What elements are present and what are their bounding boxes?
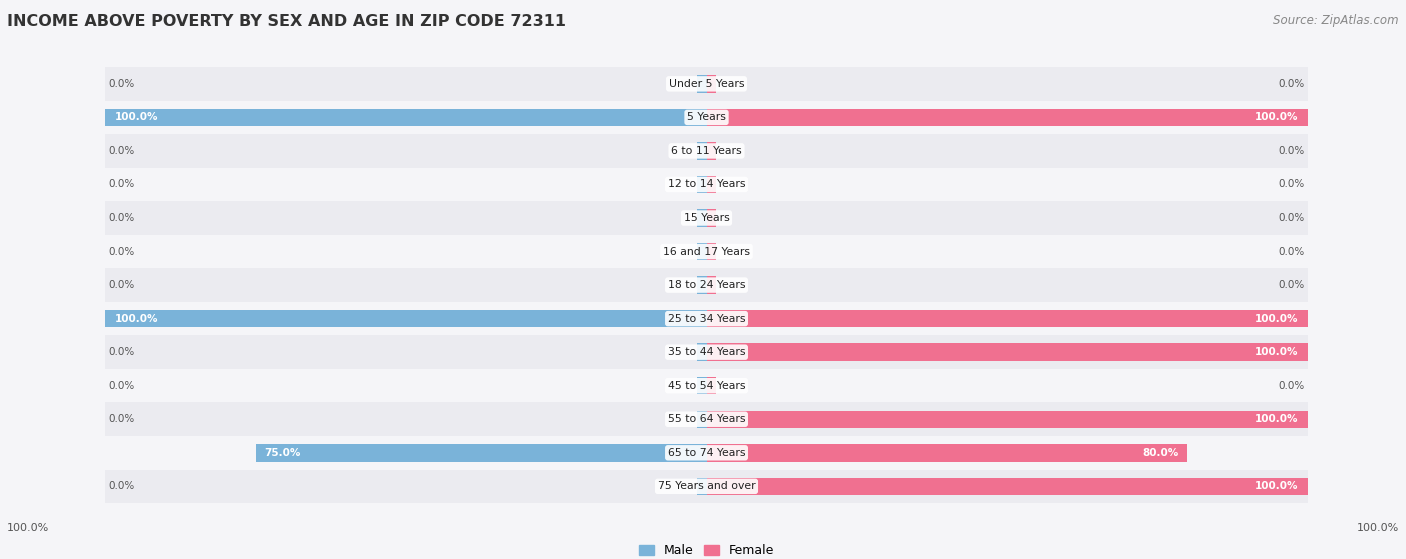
Text: 75 Years and over: 75 Years and over xyxy=(658,481,755,491)
Bar xyxy=(697,75,707,93)
Text: 100.0%: 100.0% xyxy=(1256,347,1299,357)
Text: 0.0%: 0.0% xyxy=(108,347,135,357)
Bar xyxy=(697,410,707,428)
Text: 0.0%: 0.0% xyxy=(108,146,135,156)
Text: 100.0%: 100.0% xyxy=(1256,112,1299,122)
Bar xyxy=(105,134,1308,168)
Text: 0.0%: 0.0% xyxy=(1278,247,1305,257)
Bar xyxy=(105,369,1308,402)
Text: 100.0%: 100.0% xyxy=(1256,314,1299,324)
Bar xyxy=(105,402,1308,436)
Text: 55 to 64 Years: 55 to 64 Years xyxy=(668,414,745,424)
Bar xyxy=(105,67,1308,101)
Text: 35 to 44 Years: 35 to 44 Years xyxy=(668,347,745,357)
Bar xyxy=(707,410,1308,428)
Text: 100.0%: 100.0% xyxy=(1256,414,1299,424)
Text: 75.0%: 75.0% xyxy=(264,448,301,458)
Bar xyxy=(707,243,716,260)
Bar xyxy=(707,310,1308,328)
Bar xyxy=(697,276,707,294)
Bar xyxy=(707,477,1308,495)
Text: 15 Years: 15 Years xyxy=(683,213,730,223)
Legend: Male, Female: Male, Female xyxy=(634,539,779,559)
Text: 5 Years: 5 Years xyxy=(688,112,725,122)
Bar xyxy=(707,276,716,294)
Text: 0.0%: 0.0% xyxy=(108,280,135,290)
Text: 100.0%: 100.0% xyxy=(114,112,157,122)
Bar xyxy=(697,176,707,193)
Bar xyxy=(707,377,716,395)
Bar xyxy=(707,108,1308,126)
Text: 0.0%: 0.0% xyxy=(108,247,135,257)
Text: 0.0%: 0.0% xyxy=(108,213,135,223)
Bar xyxy=(707,209,716,227)
Text: 100.0%: 100.0% xyxy=(114,314,157,324)
Text: 25 to 34 Years: 25 to 34 Years xyxy=(668,314,745,324)
Bar xyxy=(256,444,707,462)
Bar xyxy=(707,142,716,160)
Text: 65 to 74 Years: 65 to 74 Years xyxy=(668,448,745,458)
Text: 100.0%: 100.0% xyxy=(1256,481,1299,491)
Bar xyxy=(707,444,1187,462)
Bar xyxy=(697,343,707,361)
Bar xyxy=(105,101,1308,134)
Text: 0.0%: 0.0% xyxy=(108,481,135,491)
Bar xyxy=(697,209,707,227)
Bar xyxy=(707,75,716,93)
Bar xyxy=(105,470,1308,503)
Bar xyxy=(105,235,1308,268)
Text: 0.0%: 0.0% xyxy=(1278,213,1305,223)
Bar xyxy=(105,302,1308,335)
Text: 0.0%: 0.0% xyxy=(108,381,135,391)
Text: 0.0%: 0.0% xyxy=(1278,381,1305,391)
Bar xyxy=(697,477,707,495)
Bar xyxy=(105,201,1308,235)
Text: 18 to 24 Years: 18 to 24 Years xyxy=(668,280,745,290)
Text: 0.0%: 0.0% xyxy=(1278,146,1305,156)
Text: Source: ZipAtlas.com: Source: ZipAtlas.com xyxy=(1274,14,1399,27)
Bar xyxy=(697,377,707,395)
Text: 0.0%: 0.0% xyxy=(108,179,135,190)
Text: 80.0%: 80.0% xyxy=(1142,448,1178,458)
Bar xyxy=(707,343,1308,361)
Bar xyxy=(105,436,1308,470)
Text: 0.0%: 0.0% xyxy=(1278,79,1305,89)
Text: Under 5 Years: Under 5 Years xyxy=(669,79,744,89)
Text: 6 to 11 Years: 6 to 11 Years xyxy=(671,146,742,156)
Bar xyxy=(697,243,707,260)
Text: 100.0%: 100.0% xyxy=(1357,523,1399,533)
Text: 0.0%: 0.0% xyxy=(108,79,135,89)
Text: INCOME ABOVE POVERTY BY SEX AND AGE IN ZIP CODE 72311: INCOME ABOVE POVERTY BY SEX AND AGE IN Z… xyxy=(7,14,567,29)
Text: 0.0%: 0.0% xyxy=(1278,179,1305,190)
Text: 0.0%: 0.0% xyxy=(1278,280,1305,290)
Bar xyxy=(105,335,1308,369)
Bar xyxy=(697,142,707,160)
Bar xyxy=(707,176,716,193)
Text: 45 to 54 Years: 45 to 54 Years xyxy=(668,381,745,391)
Text: 16 and 17 Years: 16 and 17 Years xyxy=(664,247,749,257)
Text: 100.0%: 100.0% xyxy=(7,523,49,533)
Bar xyxy=(105,310,707,328)
Bar xyxy=(105,268,1308,302)
Bar xyxy=(105,168,1308,201)
Bar xyxy=(105,108,707,126)
Text: 0.0%: 0.0% xyxy=(108,414,135,424)
Text: 12 to 14 Years: 12 to 14 Years xyxy=(668,179,745,190)
